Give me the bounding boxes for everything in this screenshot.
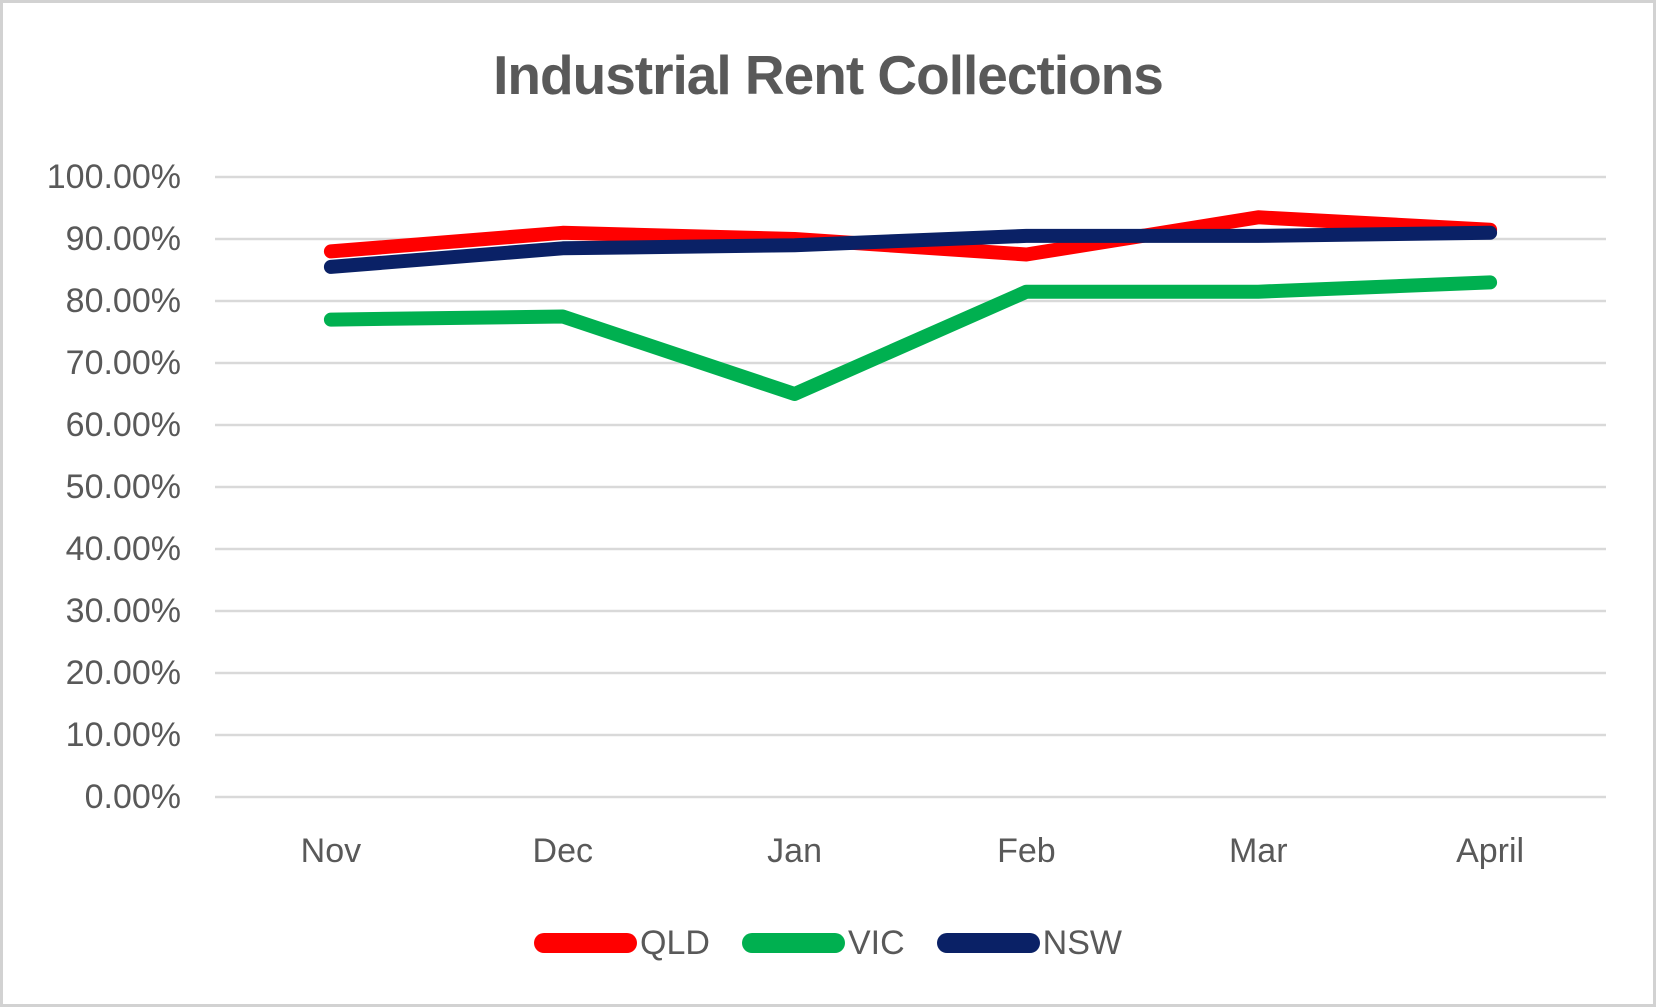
legend-swatch-vic [741,933,845,953]
y-tick-label: 0.00% [84,778,181,816]
y-tick-label: 20.00% [65,654,181,692]
x-tick-label: April [1456,832,1525,870]
plot-area [215,175,1606,799]
y-tick-label: 50.00% [65,468,181,506]
legend-item-qld: QLD [534,925,710,961]
y-tick-label: 100.00% [46,158,181,196]
legend-item-vic: VIC [741,924,905,962]
y-tick-label: 40.00% [65,530,181,568]
y-tick-label: 90.00% [65,220,181,258]
y-tick-label: 70.00% [65,344,181,382]
series-line-nsw [323,225,1498,274]
y-tick-label: 60.00% [65,406,181,444]
legend-label-vic: VIC [847,924,905,962]
x-tick-label: Feb [997,832,1056,870]
x-tick-label: Mar [1228,832,1288,870]
legend-item-nsw: NSW [936,924,1122,962]
legend-swatch-nsw [936,933,1040,953]
x-tick-label: Jan [767,832,822,870]
x-tick-label: Dec [532,832,593,870]
legend-label-qld: QLD [640,924,710,962]
chart-legend: QLD VIC NSW [3,925,1653,961]
series-line-vic [323,275,1498,401]
x-tick-label: Nov [300,832,362,870]
y-tick-label: 80.00% [65,282,181,320]
y-tick-label: 10.00% [65,716,181,754]
legend-label-nsw: NSW [1042,924,1122,962]
y-tick-label: 30.00% [65,592,181,630]
legend-swatch-qld [534,933,638,953]
chart-title: Industrial Rent Collections [493,44,1164,106]
